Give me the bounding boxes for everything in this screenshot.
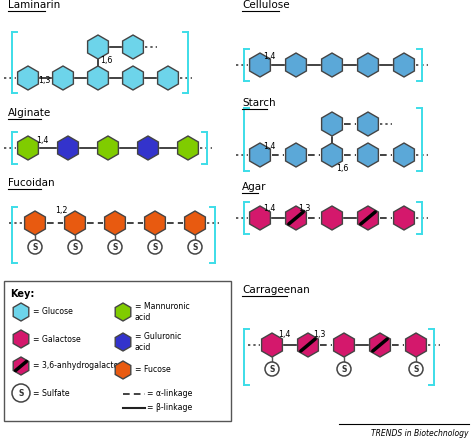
Polygon shape bbox=[184, 211, 205, 235]
Polygon shape bbox=[145, 211, 165, 235]
Text: Fucoidan: Fucoidan bbox=[8, 178, 55, 188]
Polygon shape bbox=[13, 303, 29, 321]
Text: S: S bbox=[192, 243, 198, 252]
Polygon shape bbox=[357, 53, 378, 77]
Circle shape bbox=[337, 362, 351, 376]
Text: TRENDS in Biotechnology: TRENDS in Biotechnology bbox=[372, 429, 469, 438]
Polygon shape bbox=[88, 66, 109, 90]
Polygon shape bbox=[18, 136, 38, 160]
Polygon shape bbox=[178, 136, 199, 160]
Polygon shape bbox=[321, 143, 342, 167]
Text: = 3,6-anhydrogalactose: = 3,6-anhydrogalactose bbox=[33, 362, 127, 371]
Text: Cellulose: Cellulose bbox=[242, 0, 290, 10]
Polygon shape bbox=[64, 211, 85, 235]
Polygon shape bbox=[370, 333, 391, 357]
Text: = Guluronic
acid: = Guluronic acid bbox=[135, 332, 182, 352]
Polygon shape bbox=[137, 136, 158, 160]
Polygon shape bbox=[286, 206, 306, 230]
Text: = β-linkage: = β-linkage bbox=[147, 404, 192, 413]
Polygon shape bbox=[298, 333, 319, 357]
Text: 1,4: 1,4 bbox=[263, 53, 275, 62]
Polygon shape bbox=[123, 35, 144, 59]
Circle shape bbox=[28, 240, 42, 254]
Polygon shape bbox=[393, 206, 414, 230]
Polygon shape bbox=[53, 66, 73, 90]
Polygon shape bbox=[262, 333, 283, 357]
Polygon shape bbox=[406, 333, 427, 357]
Text: 1,3: 1,3 bbox=[313, 330, 325, 339]
Polygon shape bbox=[123, 66, 144, 90]
Polygon shape bbox=[158, 66, 178, 90]
Polygon shape bbox=[286, 143, 306, 167]
Text: 1,4: 1,4 bbox=[36, 136, 48, 145]
Text: Carrageenan: Carrageenan bbox=[242, 285, 310, 295]
Text: Starch: Starch bbox=[242, 98, 275, 108]
Circle shape bbox=[409, 362, 423, 376]
Polygon shape bbox=[25, 211, 46, 235]
Circle shape bbox=[12, 384, 30, 402]
Polygon shape bbox=[105, 211, 126, 235]
Text: S: S bbox=[112, 243, 118, 252]
Circle shape bbox=[108, 240, 122, 254]
Polygon shape bbox=[321, 53, 342, 77]
Polygon shape bbox=[393, 143, 414, 167]
Text: S: S bbox=[73, 243, 78, 252]
Text: = α-linkage: = α-linkage bbox=[147, 389, 192, 398]
Text: Laminarin: Laminarin bbox=[8, 0, 60, 10]
Polygon shape bbox=[357, 206, 378, 230]
Polygon shape bbox=[88, 35, 109, 59]
Polygon shape bbox=[58, 136, 78, 160]
Text: 1,6: 1,6 bbox=[336, 165, 348, 173]
Polygon shape bbox=[250, 53, 270, 77]
Text: = Galactose: = Galactose bbox=[33, 334, 81, 343]
Polygon shape bbox=[334, 333, 355, 357]
Text: 1,3: 1,3 bbox=[298, 203, 310, 212]
Text: 1,2: 1,2 bbox=[55, 206, 67, 215]
Text: S: S bbox=[152, 243, 158, 252]
Polygon shape bbox=[357, 112, 378, 136]
Text: = Fucose: = Fucose bbox=[135, 366, 171, 375]
Polygon shape bbox=[393, 53, 414, 77]
Polygon shape bbox=[115, 333, 131, 351]
Text: 1,4: 1,4 bbox=[263, 143, 275, 152]
Text: 1,6: 1,6 bbox=[100, 57, 112, 66]
Polygon shape bbox=[357, 143, 378, 167]
Circle shape bbox=[68, 240, 82, 254]
Text: Agar: Agar bbox=[242, 182, 266, 192]
Text: S: S bbox=[413, 364, 419, 373]
Polygon shape bbox=[18, 66, 38, 90]
Text: 1,3: 1,3 bbox=[38, 77, 50, 86]
Text: S: S bbox=[341, 364, 346, 373]
Text: = Sulfate: = Sulfate bbox=[33, 388, 70, 397]
FancyBboxPatch shape bbox=[4, 281, 231, 421]
Circle shape bbox=[188, 240, 202, 254]
Text: Alginate: Alginate bbox=[8, 108, 51, 118]
Text: S: S bbox=[18, 388, 24, 397]
Polygon shape bbox=[321, 206, 342, 230]
Text: Key:: Key: bbox=[10, 289, 35, 299]
Text: = Mannuronic
acid: = Mannuronic acid bbox=[135, 302, 190, 322]
Text: S: S bbox=[32, 243, 38, 252]
Text: 1,4: 1,4 bbox=[278, 330, 291, 339]
Text: S: S bbox=[269, 364, 275, 373]
Polygon shape bbox=[115, 361, 131, 379]
Text: 1,4: 1,4 bbox=[263, 203, 275, 212]
Circle shape bbox=[265, 362, 279, 376]
Polygon shape bbox=[13, 357, 29, 375]
Text: = Glucose: = Glucose bbox=[33, 307, 73, 317]
Polygon shape bbox=[286, 53, 306, 77]
Polygon shape bbox=[115, 303, 131, 321]
Polygon shape bbox=[13, 330, 29, 348]
Circle shape bbox=[148, 240, 162, 254]
Polygon shape bbox=[250, 206, 270, 230]
Polygon shape bbox=[321, 112, 342, 136]
Polygon shape bbox=[250, 143, 270, 167]
Polygon shape bbox=[98, 136, 118, 160]
